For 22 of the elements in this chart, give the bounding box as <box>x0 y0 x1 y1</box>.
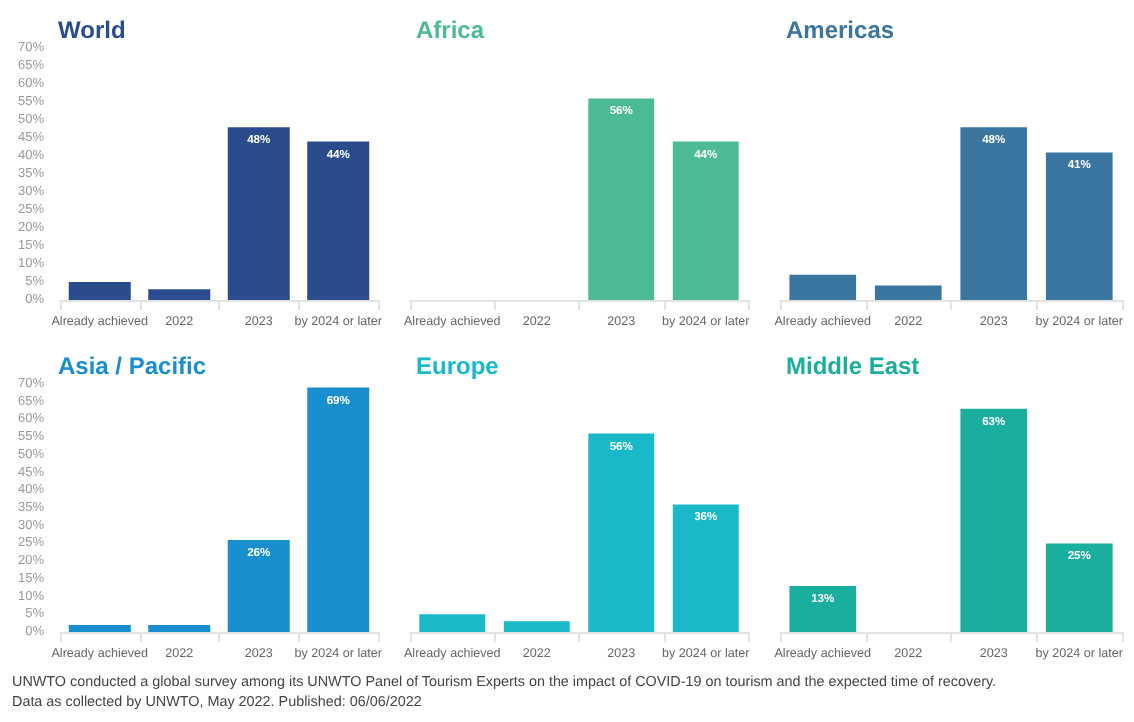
bar <box>419 614 486 632</box>
chart-title: Americas <box>786 16 895 44</box>
bar <box>307 387 370 632</box>
bar <box>307 141 370 300</box>
bar <box>503 621 570 632</box>
chart-title: Asia / Pacific <box>58 352 207 380</box>
chart-title: Africa <box>416 16 485 44</box>
bar <box>148 289 211 300</box>
bar <box>960 127 1028 300</box>
bar <box>68 282 131 300</box>
bar <box>148 624 211 632</box>
chart-title: World <box>58 16 126 44</box>
bar <box>672 504 739 632</box>
bar <box>874 285 942 300</box>
bar <box>588 433 655 632</box>
chart-title: Middle East <box>786 352 920 380</box>
bar <box>227 127 290 300</box>
chart-title: Europe <box>416 352 500 380</box>
bar <box>1045 152 1113 300</box>
bar <box>68 624 131 632</box>
bar <box>789 274 857 300</box>
bar <box>227 539 290 632</box>
